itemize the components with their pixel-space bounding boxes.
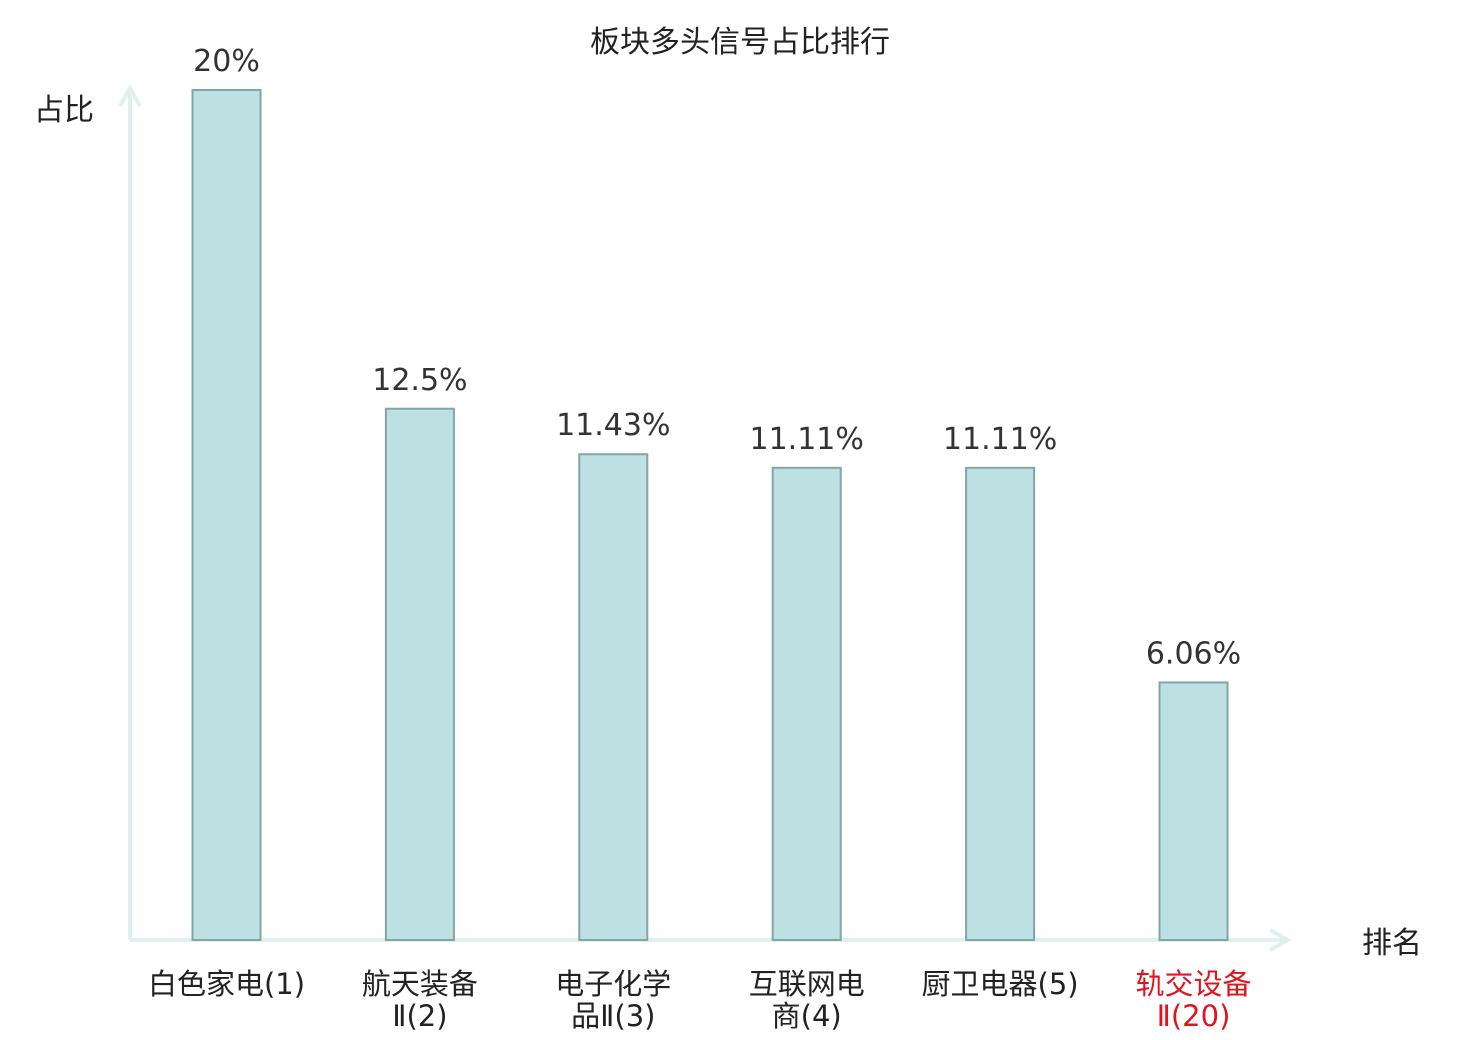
- y-axis-arrow: [118, 83, 142, 107]
- bar: [1158, 681, 1229, 941]
- y-axis-label: 占比: [34, 93, 94, 128]
- bar: [771, 466, 842, 941]
- x-tick-label: 白色家电(1): [148, 967, 305, 1001]
- x-tick-label: Ⅱ(20): [1157, 999, 1231, 1033]
- bar: [965, 466, 1036, 941]
- bar-value-label: 12.5%: [372, 363, 467, 398]
- bar-value-label: 11.11%: [943, 422, 1057, 457]
- bar-value-label: 11.11%: [750, 422, 864, 457]
- bar: [384, 407, 455, 941]
- x-tick-label: 轨交设备: [1135, 967, 1251, 1001]
- x-axis-arrow: [1269, 928, 1293, 952]
- chart-title: 板块多头信号占比排行: [590, 25, 890, 60]
- bars: [191, 89, 1229, 941]
- x-tick-label: Ⅱ(2): [392, 999, 447, 1033]
- x-tick-label: 电子化学: [555, 967, 671, 1001]
- bar-value-label: 11.43%: [556, 408, 670, 443]
- x-axis-label: 排名: [1362, 926, 1422, 961]
- bar-value-label: 6.06%: [1146, 636, 1241, 671]
- axes: [118, 83, 1293, 952]
- bar-value-label: 20%: [193, 44, 260, 79]
- x-tick-label: 品Ⅱ(3): [571, 999, 655, 1033]
- x-tick-label: 互联网电: [749, 967, 865, 1001]
- x-tick-label: 商(4): [772, 999, 842, 1033]
- bar: [578, 453, 649, 941]
- value-labels: 20% 12.5% 11.43% 11.11% 11.11% 6.06%: [193, 44, 1241, 671]
- x-tick-label: 厨卫电器(5): [922, 967, 1079, 1001]
- bar: [191, 89, 262, 941]
- x-tick-label: 航天装备: [362, 967, 478, 1001]
